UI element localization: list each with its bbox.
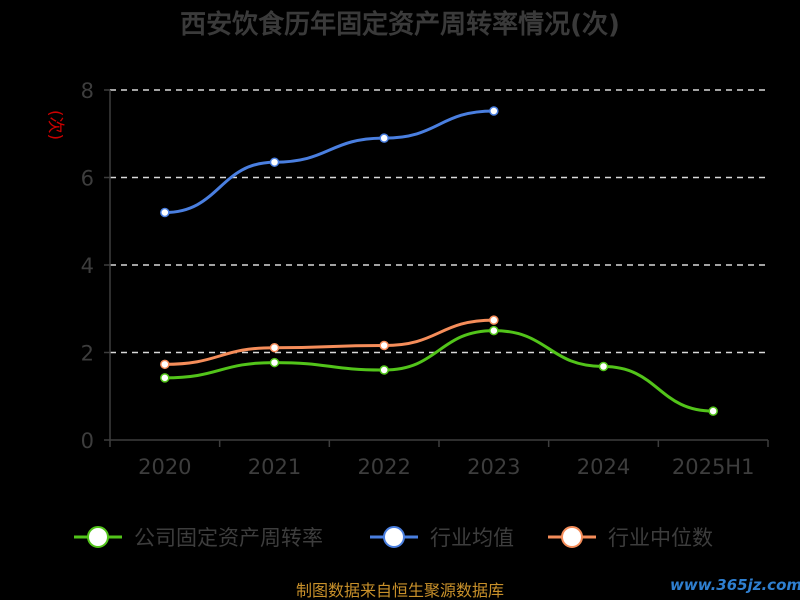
x-tick-label-2023: 2023 bbox=[467, 455, 520, 479]
x-tick-label-2022: 2022 bbox=[357, 455, 410, 479]
data-point-2-2 bbox=[379, 340, 389, 351]
y-tick-label-6: 6 bbox=[81, 167, 94, 191]
y-tick-label-0: 0 bbox=[81, 429, 94, 453]
series-line-1 bbox=[164, 109, 494, 214]
legend-label-0: 公司固定资产周转率 bbox=[134, 526, 323, 550]
series-line-0 bbox=[164, 329, 714, 413]
series-group bbox=[160, 106, 718, 416]
grid-lines bbox=[110, 89, 768, 354]
data-point-2-3 bbox=[489, 315, 499, 325]
x-tick-label-2025H1: 2025H1 bbox=[672, 455, 755, 479]
data-point-0-4 bbox=[598, 361, 609, 372]
legend-label-1: 行业均值 bbox=[430, 526, 514, 550]
y-axis-label: (次) bbox=[45, 110, 65, 140]
data-point-1-0 bbox=[160, 207, 170, 218]
axes bbox=[104, 89, 769, 447]
y-tick-label-8: 8 bbox=[81, 79, 94, 103]
x-tick-label-2020: 2020 bbox=[138, 455, 191, 479]
data-point-2-1 bbox=[269, 342, 280, 353]
legend-label-2: 行业中位数 bbox=[608, 526, 713, 550]
data-point-1-2 bbox=[379, 133, 389, 143]
data-point-0-5 bbox=[708, 406, 718, 416]
data-point-1-1 bbox=[269, 157, 280, 167]
data-point-0-1 bbox=[269, 357, 280, 368]
x-tick-label-2024: 2024 bbox=[577, 455, 630, 479]
data-point-1-3 bbox=[489, 106, 499, 116]
legend: 公司固定资产周转率 行业均值 行业中位数 bbox=[74, 526, 713, 550]
data-point-0-0 bbox=[160, 373, 170, 383]
y-tick-label-4: 4 bbox=[81, 254, 94, 278]
watermark: www.365jz.com bbox=[670, 576, 800, 594]
data-point-0-2 bbox=[379, 365, 389, 375]
series-line-2 bbox=[164, 318, 494, 366]
legend-marker-1 bbox=[383, 526, 405, 548]
data-point-2-0 bbox=[160, 359, 170, 370]
x-tick-labels: 2020 2021 2022 2023 2024 2025H1 bbox=[138, 455, 754, 479]
footer-source: 制图数据来自恒生聚源数据库 bbox=[296, 581, 504, 600]
y-tick-label-2: 2 bbox=[81, 342, 94, 366]
y-tick-labels: 0 2 4 6 8 bbox=[81, 79, 94, 453]
data-point-0-3 bbox=[489, 325, 499, 336]
legend-marker-0 bbox=[87, 526, 109, 548]
x-tick-label-2021: 2021 bbox=[248, 455, 301, 479]
chart-title: 西安饮食历年固定资产周转率情况(次) bbox=[180, 9, 620, 40]
legend-marker-2 bbox=[561, 526, 583, 548]
